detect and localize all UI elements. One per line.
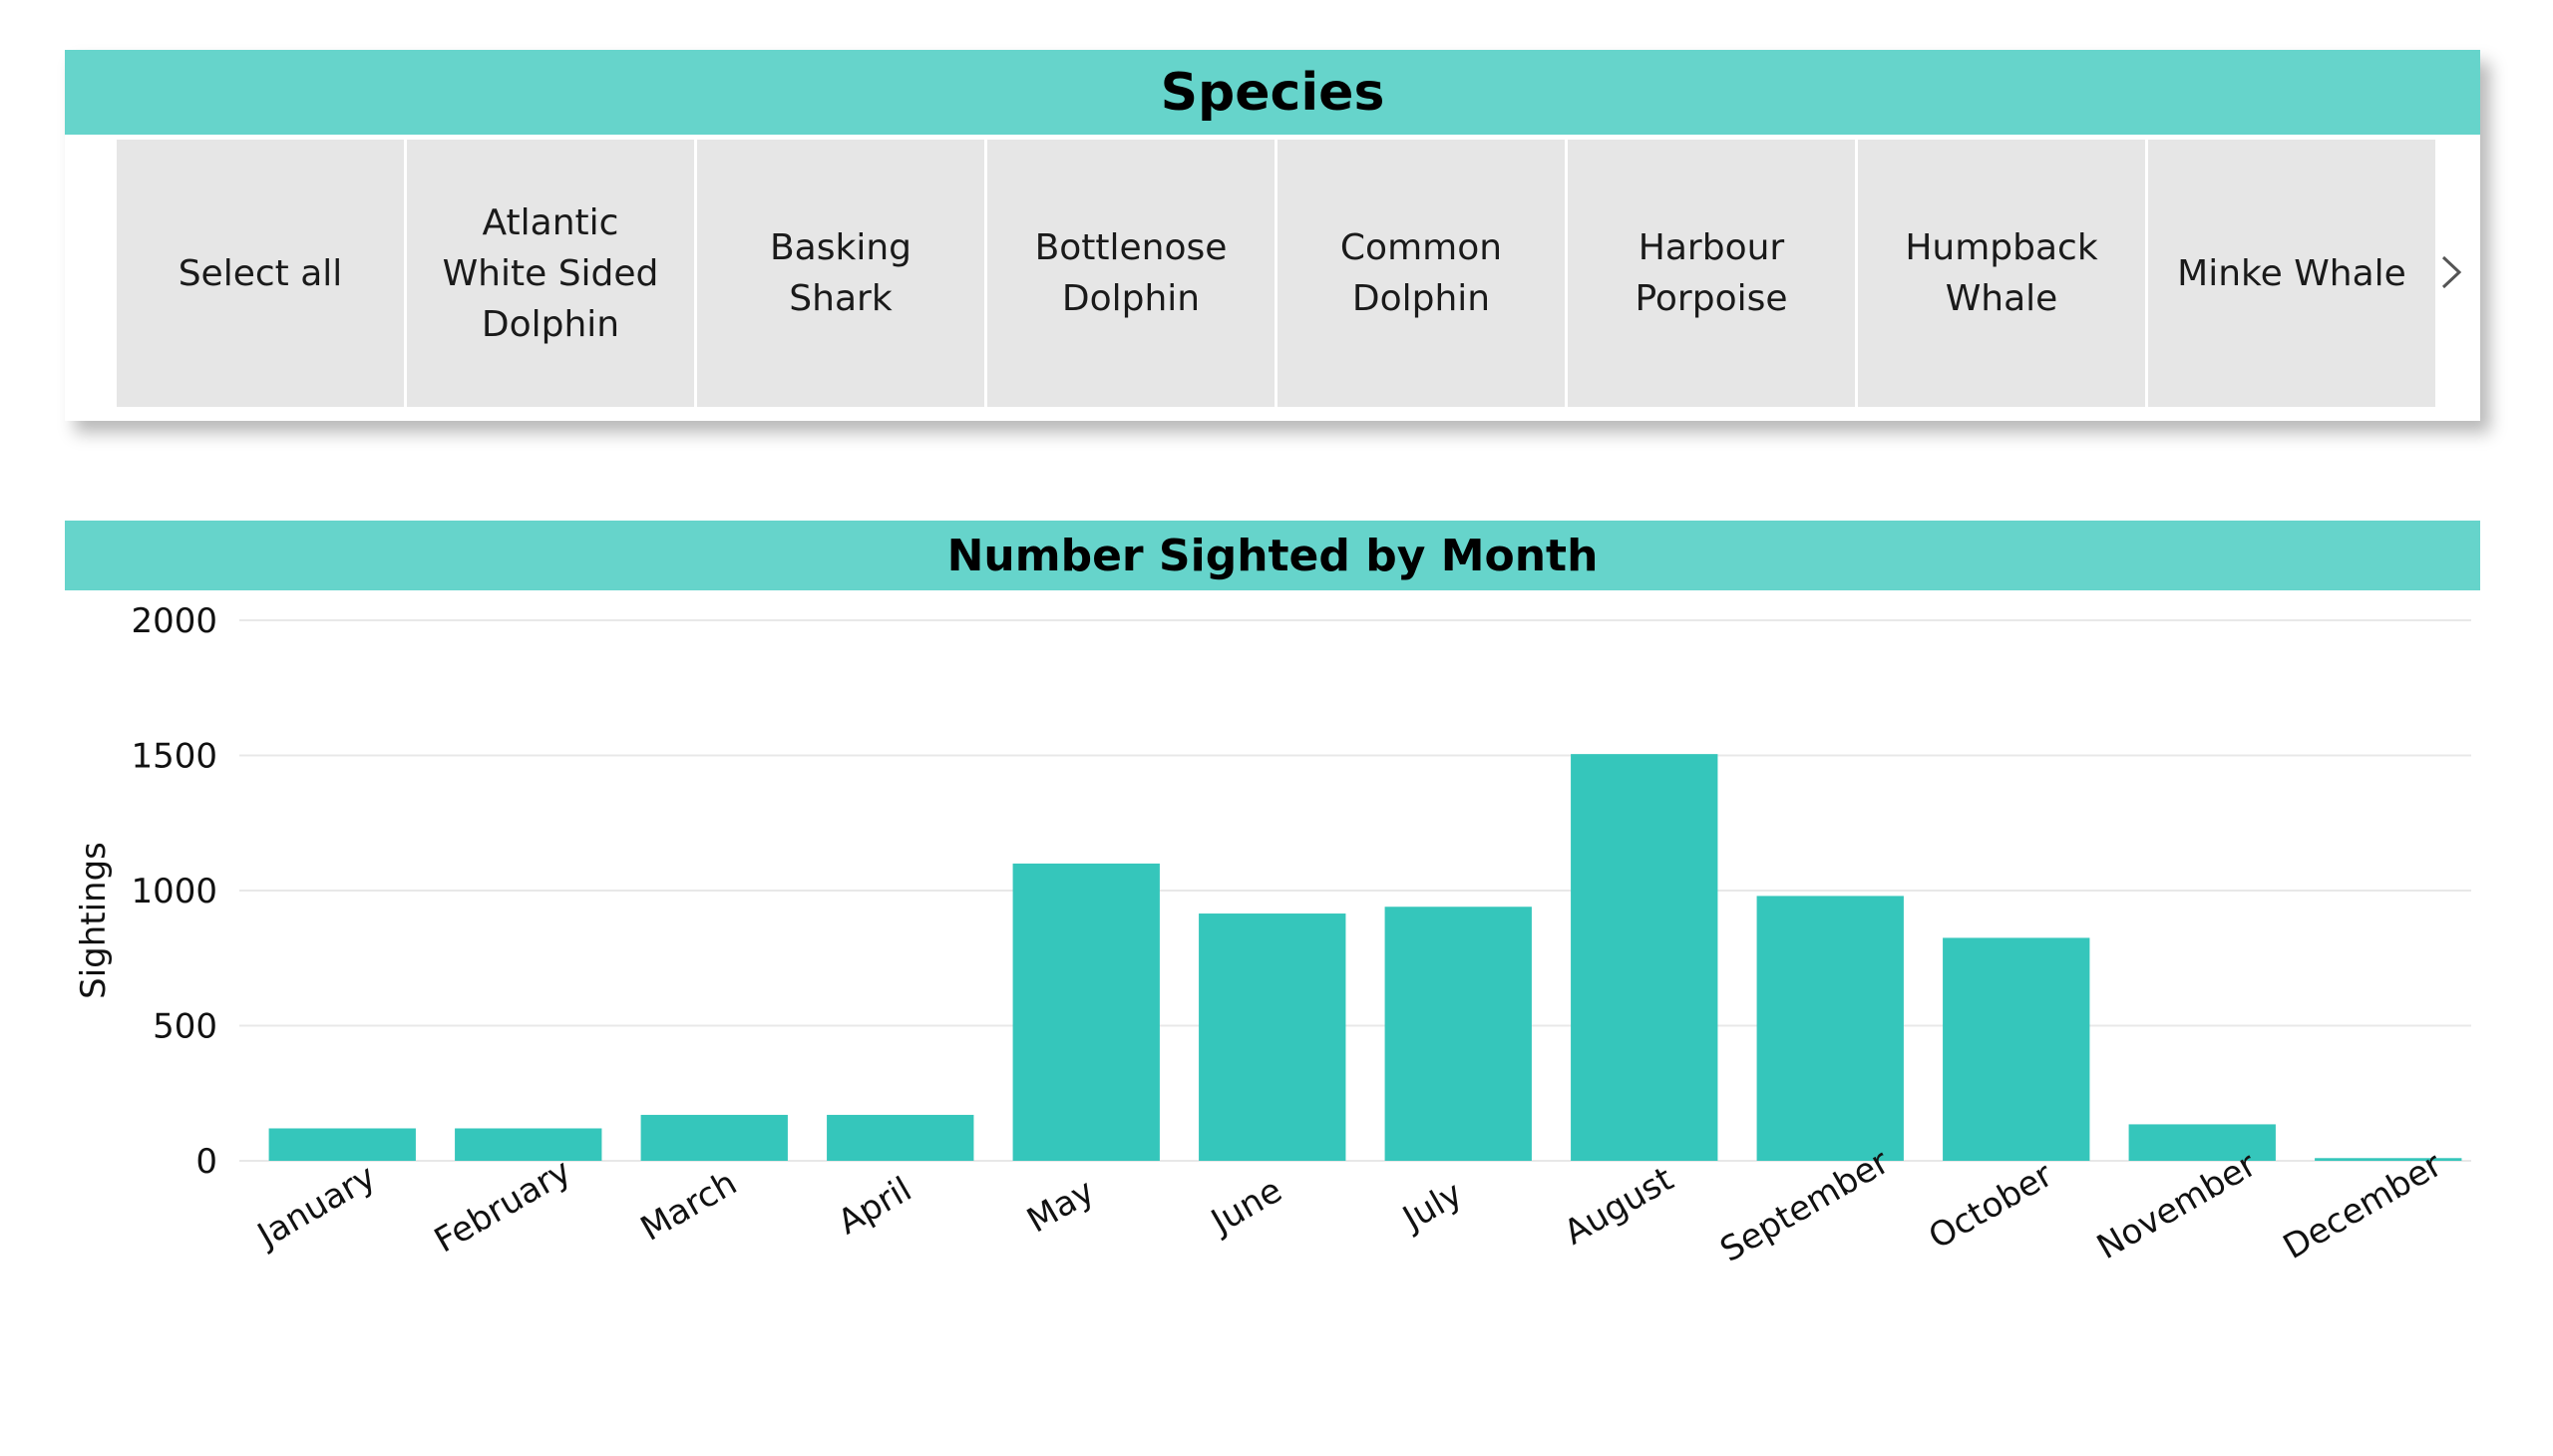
x-tick-label: October [1922,1155,2059,1258]
x-tick-label: January [249,1157,382,1257]
bar-october[interactable] [1943,937,2090,1161]
x-tick-label: July [1395,1174,1470,1240]
slicer-header: Species [65,50,2480,135]
tile-humpback-whale[interactable]: Humpback Whale [1858,140,2145,407]
x-tick-label: February [428,1151,577,1261]
x-tick-label: August [1558,1159,1680,1253]
tile-basking-shark[interactable]: Basking Shark [697,140,984,407]
chevron-right-icon[interactable] [2431,237,2471,307]
bar-june[interactable] [1199,913,1346,1161]
y-tick-label: 2000 [131,601,217,641]
y-tick-label: 500 [153,1007,217,1047]
bar-november[interactable] [2128,1124,2276,1161]
y-axis-title: Sightings [74,842,114,999]
x-tick-label: March [634,1163,744,1249]
bar-april[interactable] [827,1114,974,1161]
bar-december[interactable] [2315,1158,2462,1161]
x-tick-label: April [832,1170,918,1244]
tile-minke-whale[interactable]: Minke Whale [2148,140,2435,407]
tile-select-all[interactable]: Select all [117,140,404,407]
tile-atlantic-white-sided-dolphin[interactable]: Atlantic White Sided Dolphin [407,140,694,407]
bar-january[interactable] [268,1128,416,1161]
y-tick-label: 0 [195,1142,217,1182]
bar-march[interactable] [640,1114,788,1161]
species-slicer: Species Select all Atlantic White Sided … [65,50,2480,421]
x-tick-label: December [2277,1145,2449,1268]
tile-common-dolphin[interactable]: Common Dolphin [1277,140,1565,407]
x-tick-label: June [1203,1171,1288,1244]
bar-july[interactable] [1384,907,1532,1161]
y-axis-ticks: 0 500 1000 1500 2000 [131,601,217,1182]
y-tick-label: 1000 [131,872,217,911]
bar-may[interactable] [1012,863,1160,1161]
chart-header: Number Sighted by Month [65,521,2480,590]
bar-february[interactable] [455,1128,602,1161]
tile-bottlenose-dolphin[interactable]: Bottlenose Dolphin [987,140,1275,407]
slicer-tile-row: Select all Atlantic White Sided Dolphin … [117,140,2435,407]
gridlines [239,619,2471,1162]
x-tick-label: November [2090,1145,2263,1268]
sightings-bar-chart: 0 500 1000 1500 2000 January February March Apr… [74,601,2471,1271]
tile-harbour-porpoise[interactable]: Harbour Porpoise [1568,140,1855,407]
x-tick-label: May [1020,1172,1101,1242]
bar-september[interactable] [1756,896,1904,1161]
slicer-title: Species [1160,62,1385,123]
bars [268,754,2462,1161]
y-tick-label: 1500 [131,737,217,777]
chart-title: Number Sighted by Month [946,530,1599,581]
bar-august[interactable] [1571,754,1718,1161]
